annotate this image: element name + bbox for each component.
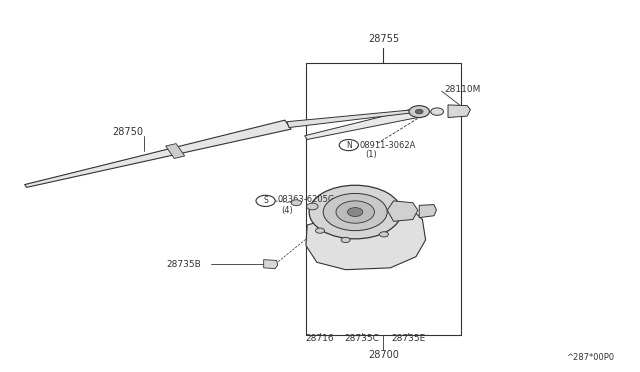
Text: 28735E: 28735E	[391, 334, 426, 343]
Polygon shape	[287, 110, 410, 128]
Circle shape	[323, 193, 387, 231]
Text: 28750: 28750	[112, 127, 143, 137]
Text: (4): (4)	[282, 206, 293, 215]
Text: 28755: 28755	[368, 34, 399, 44]
Polygon shape	[419, 205, 436, 218]
Text: ^287*00P0: ^287*00P0	[566, 353, 614, 362]
Circle shape	[316, 228, 324, 233]
Text: S: S	[263, 196, 268, 205]
Text: 28700: 28700	[368, 350, 399, 360]
Text: 08363-6205G: 08363-6205G	[277, 195, 335, 204]
Circle shape	[348, 208, 363, 217]
Circle shape	[307, 203, 318, 210]
Polygon shape	[387, 201, 418, 221]
Text: N: N	[346, 141, 351, 150]
Polygon shape	[264, 260, 278, 269]
Text: 28735B: 28735B	[166, 260, 201, 269]
Circle shape	[336, 201, 374, 223]
Circle shape	[409, 106, 429, 118]
Circle shape	[415, 109, 423, 114]
Circle shape	[309, 185, 401, 239]
Circle shape	[291, 200, 301, 206]
Polygon shape	[25, 120, 291, 187]
Text: (1): (1)	[365, 150, 376, 159]
Polygon shape	[305, 107, 426, 140]
Circle shape	[380, 232, 388, 237]
Text: 28716: 28716	[306, 334, 334, 343]
Polygon shape	[306, 206, 426, 270]
Text: 28735C: 28735C	[344, 334, 379, 343]
Polygon shape	[448, 105, 470, 118]
Text: 28110M: 28110M	[445, 85, 481, 94]
Circle shape	[341, 237, 350, 243]
Text: 08911-3062A: 08911-3062A	[360, 141, 416, 150]
Circle shape	[431, 108, 444, 115]
Polygon shape	[166, 144, 185, 158]
